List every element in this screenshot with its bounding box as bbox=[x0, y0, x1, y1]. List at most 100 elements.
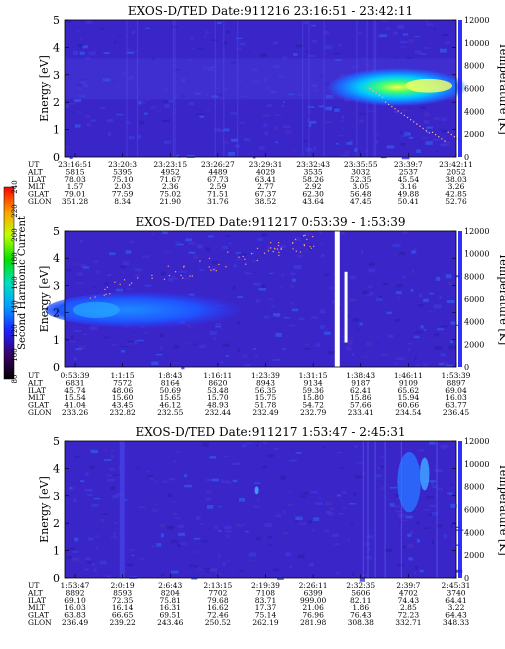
table-cell: 7572 bbox=[113, 378, 132, 387]
table-cell: 2.59 bbox=[210, 182, 227, 191]
table-cell: 3740 bbox=[446, 588, 465, 597]
table-cell: 82.11 bbox=[350, 596, 371, 605]
temperature-trace bbox=[369, 87, 462, 142]
table-cell: 63.83 bbox=[64, 611, 86, 620]
chart-panel-2: EXOS-D/TED Date:911217 0:53:39 - 1:53:39… bbox=[27, 215, 505, 417]
table-cell: 3535 bbox=[304, 167, 323, 176]
y-tick-label: 3 bbox=[53, 490, 60, 503]
table-cell: 75.14 bbox=[255, 611, 277, 620]
intensity-hotspot bbox=[326, 67, 468, 107]
table-cell: 3.22 bbox=[448, 603, 465, 612]
table-cell: 8.34 bbox=[114, 197, 131, 206]
table-cell: 4029 bbox=[256, 167, 275, 176]
y2-tick-label: 8000 bbox=[464, 62, 484, 71]
table-cell: 15.94 bbox=[398, 393, 420, 402]
y2-tick-label: 12000 bbox=[464, 16, 489, 25]
table-cell: 23:20:3 bbox=[108, 160, 137, 169]
y-tick-label: 5 bbox=[53, 435, 60, 448]
stripe bbox=[308, 20, 310, 157]
table-cell: 15.60 bbox=[112, 393, 134, 402]
y2-tick-label: 2000 bbox=[464, 551, 484, 560]
table-cell: 45.54 bbox=[398, 175, 420, 184]
table-cell: 232.55 bbox=[157, 408, 183, 417]
stripe bbox=[119, 441, 125, 578]
y2-tick-label: 6000 bbox=[464, 506, 484, 515]
table-cell: 63.77 bbox=[445, 401, 467, 410]
table-cell: 2052 bbox=[446, 167, 465, 176]
table-cell: 236.49 bbox=[62, 618, 88, 627]
table-cell: 2.36 bbox=[162, 182, 179, 191]
row-label: MLT bbox=[28, 603, 45, 612]
y2-tick-label: 0 bbox=[464, 363, 469, 372]
intensity-streak bbox=[397, 451, 421, 513]
table-cell: 281.98 bbox=[300, 618, 326, 627]
table-cell: 48.06 bbox=[112, 386, 134, 395]
y-tick-label: 0 bbox=[53, 151, 60, 164]
table-cell: 232.79 bbox=[300, 408, 326, 417]
panel-colorstrip bbox=[458, 231, 462, 367]
table-cell: 1:8:43 bbox=[158, 371, 182, 380]
y-tick-label: 2 bbox=[53, 517, 60, 530]
table-cell: 56.48 bbox=[350, 190, 372, 199]
table-cell: 16.03 bbox=[445, 393, 467, 402]
table-cell: 23:26:27 bbox=[201, 160, 235, 169]
table-cell: 50.69 bbox=[160, 386, 182, 395]
stripe bbox=[172, 20, 174, 157]
table-cell: 2:19:39 bbox=[251, 581, 280, 590]
colorbar-tick-label: 240 bbox=[11, 180, 19, 193]
table-cell: 348.33 bbox=[443, 618, 469, 627]
plot-background bbox=[65, 441, 456, 578]
table-cell: 236.45 bbox=[443, 408, 469, 417]
table-cell: 1:53:47 bbox=[61, 581, 90, 590]
intensity-streak bbox=[420, 457, 430, 491]
table-cell: 52.35 bbox=[350, 175, 372, 184]
table-cell: 250.52 bbox=[205, 618, 231, 627]
table-cell: 16.31 bbox=[160, 603, 181, 612]
chart-panel-1: EXOS-D/TED Date:911216 23:16:51 - 23:42:… bbox=[27, 4, 505, 206]
table-cell: 38.52 bbox=[255, 197, 277, 206]
colorbar-label: Second Harmonic Current bbox=[17, 216, 28, 350]
table-cell: 351.28 bbox=[62, 197, 88, 206]
table-cell: 262.19 bbox=[252, 618, 278, 627]
row-label: GLAT bbox=[28, 401, 49, 410]
stripe bbox=[237, 20, 239, 157]
table-cell: 232.44 bbox=[205, 408, 231, 417]
table-cell: 23:23:15 bbox=[153, 160, 187, 169]
table-cell: 1:53:39 bbox=[442, 371, 471, 380]
table-cell: 2:32:35 bbox=[346, 581, 375, 590]
table-cell: 31.76 bbox=[207, 197, 229, 206]
table-cell: 8620 bbox=[208, 378, 227, 387]
table-cell: 63.41 bbox=[255, 175, 276, 184]
temperature-trace bbox=[89, 234, 315, 299]
stripe bbox=[374, 441, 376, 578]
table-cell: 232.82 bbox=[110, 408, 136, 417]
table-cell: 2537 bbox=[399, 167, 418, 176]
y2-tick-label: 12000 bbox=[464, 437, 489, 446]
table-cell: 5815 bbox=[65, 167, 84, 176]
table-cell: 62.30 bbox=[302, 190, 324, 199]
table-cell: 58.26 bbox=[302, 175, 324, 184]
y2-tick-label: 4000 bbox=[464, 107, 484, 116]
table-cell: 5606 bbox=[351, 588, 370, 597]
table-cell: 6831 bbox=[65, 378, 84, 387]
table-cell: 67.37 bbox=[255, 190, 277, 199]
chart-title: EXOS-D/TED Date:911217 1:53:47 - 2:45:31 bbox=[135, 425, 405, 439]
table-cell: 2:39:7 bbox=[396, 581, 420, 590]
table-cell: 65.62 bbox=[398, 386, 420, 395]
table-cell: 8593 bbox=[113, 588, 132, 597]
table-cell: 72.35 bbox=[112, 596, 134, 605]
table-cell: 332.71 bbox=[395, 618, 421, 627]
table-cell: 2:0:19 bbox=[111, 581, 135, 590]
stripe bbox=[223, 20, 225, 157]
table-cell: 69.04 bbox=[445, 386, 467, 395]
table-cell: 16.14 bbox=[112, 603, 134, 612]
table-cell: 15.75 bbox=[255, 393, 277, 402]
stripe bbox=[384, 441, 386, 578]
table-cell: 308.38 bbox=[348, 618, 374, 627]
stripe bbox=[436, 441, 438, 578]
y-tick-label: 2 bbox=[53, 307, 60, 320]
y2-tick-label: 8000 bbox=[464, 483, 484, 492]
colorbar-tick-label: 100 bbox=[11, 348, 19, 361]
table-cell: 76.96 bbox=[302, 611, 324, 620]
